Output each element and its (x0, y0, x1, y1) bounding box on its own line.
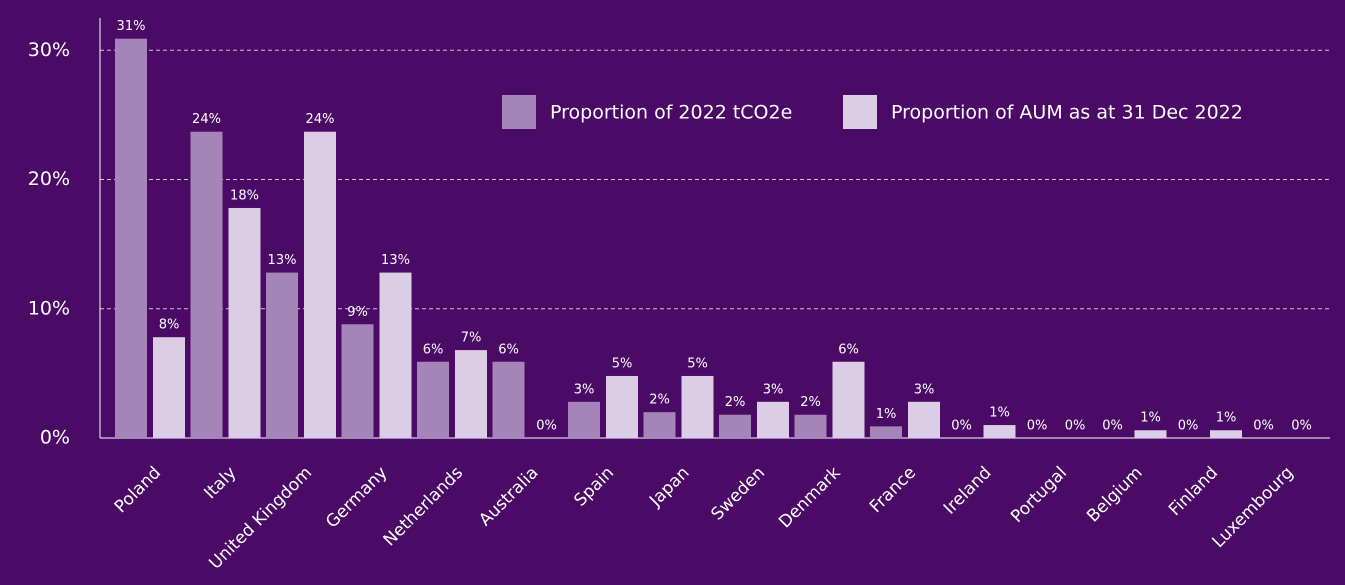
x-tick-label: Denmark (775, 463, 845, 533)
x-tick-label: Portugal (1007, 463, 1071, 527)
value-label: 1% (876, 407, 897, 422)
value-label: 7% (461, 331, 482, 346)
value-label: 6% (498, 342, 519, 357)
value-label: 0% (536, 419, 557, 434)
value-label: 24% (306, 112, 335, 127)
legend-label: Proportion of AUM as at 31 Dec 2022 (891, 102, 1243, 124)
value-label: 6% (838, 342, 859, 357)
value-label: 18% (230, 188, 259, 203)
x-tick-label: Sweden (707, 463, 769, 525)
x-tick-label: Australia (475, 463, 542, 530)
y-tick-label: 0% (40, 427, 70, 449)
bar (379, 272, 412, 438)
y-tick-label: 30% (28, 39, 70, 61)
value-label: 3% (914, 382, 935, 397)
x-tick-label: Poland (111, 463, 165, 517)
value-label: 8% (159, 318, 180, 333)
x-tick-label: Belgium (1083, 463, 1146, 526)
legend-label: Proportion of 2022 tCO2e (550, 102, 792, 124)
bar (606, 375, 638, 438)
value-label: 1% (1216, 411, 1237, 426)
value-label: 2% (649, 393, 670, 408)
bar (832, 361, 865, 438)
y-tick-label: 10% (28, 297, 70, 319)
bar (983, 425, 1016, 438)
bar (908, 401, 940, 438)
bar (266, 272, 298, 438)
value-label: 2% (725, 395, 746, 410)
value-label: 6% (423, 342, 444, 357)
bar (492, 361, 525, 438)
value-label: 1% (989, 406, 1010, 421)
bar (228, 207, 261, 438)
value-label: 0% (1027, 419, 1048, 434)
x-tick-label: Finland (1165, 463, 1222, 520)
bar (643, 412, 676, 438)
y-tick-label: 20% (28, 168, 70, 190)
value-label: 3% (763, 382, 784, 397)
value-label: 3% (574, 382, 595, 397)
value-label: 1% (1140, 411, 1161, 426)
value-label: 0% (951, 419, 972, 434)
bar (870, 426, 902, 438)
value-label: 0% (1291, 419, 1312, 434)
bar (719, 414, 751, 438)
bar (417, 361, 449, 438)
x-tick-label: Italy (200, 463, 240, 503)
bar (681, 375, 714, 438)
value-label: 0% (1065, 419, 1086, 434)
value-label: 0% (1253, 419, 1274, 434)
value-label: 0% (1102, 419, 1123, 434)
x-tick-label: Netherlands (380, 463, 468, 551)
bar (153, 337, 185, 438)
value-label: 5% (612, 356, 633, 371)
bar (757, 401, 789, 438)
bar (115, 38, 147, 439)
value-label: 13% (268, 253, 297, 268)
x-tick-label: Luxembourg (1209, 463, 1298, 552)
value-label: 13% (381, 253, 410, 268)
bar (190, 131, 223, 438)
value-label: 9% (347, 305, 368, 320)
bar (1210, 430, 1242, 438)
value-label: 31% (117, 19, 146, 34)
x-tick-label: Ireland (940, 463, 996, 519)
bar (568, 401, 600, 438)
x-tick-label: Spain (570, 463, 618, 511)
value-label: 2% (800, 395, 821, 410)
bar (341, 324, 374, 438)
legend-swatch (843, 95, 877, 129)
x-tick-label: France (866, 463, 920, 517)
value-label: 0% (1178, 419, 1199, 434)
value-label: 5% (687, 356, 708, 371)
legend-swatch (502, 95, 536, 129)
bar (794, 414, 827, 438)
value-label: 24% (192, 112, 221, 127)
bar (1134, 430, 1167, 438)
x-tick-label: Germany (322, 463, 391, 532)
bar (304, 131, 336, 438)
bar (455, 350, 487, 438)
x-tick-label: Japan (645, 463, 693, 511)
